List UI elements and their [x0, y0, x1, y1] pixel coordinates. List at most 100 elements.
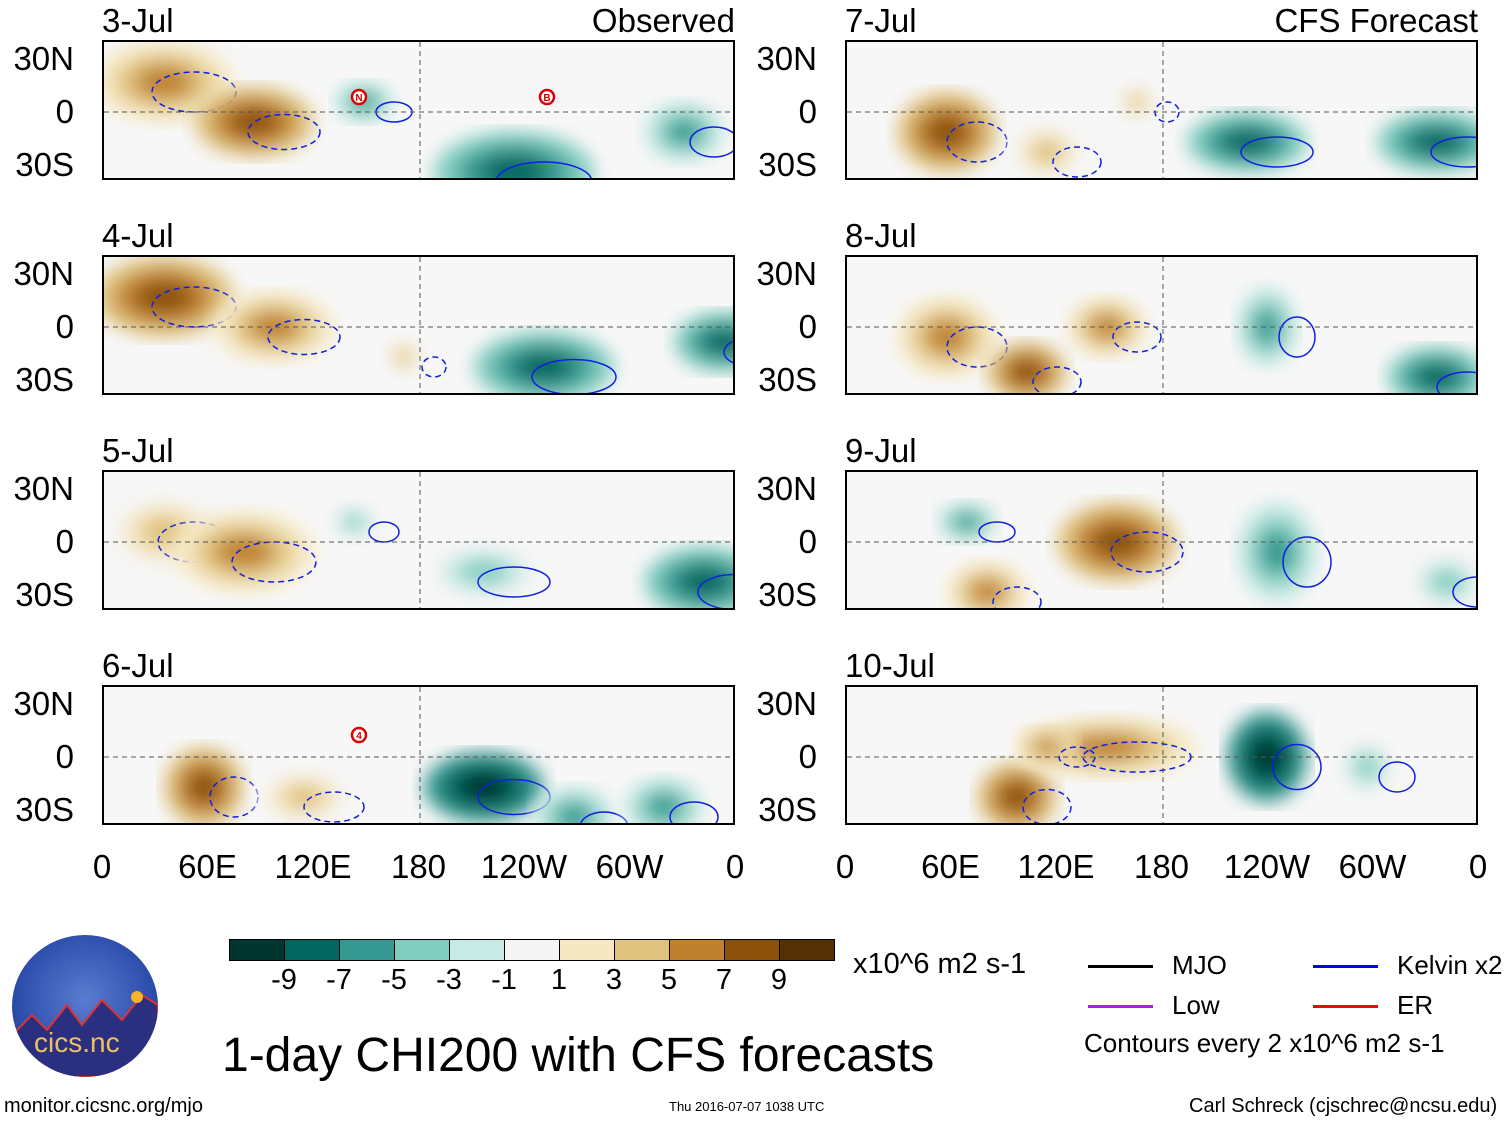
x-tick-label: 120W [480, 848, 568, 885]
x-tick-label: 60W [595, 848, 664, 885]
kelvin-contour [1052, 146, 1102, 178]
y-tick-label: 0 [798, 523, 817, 560]
anomaly-blob [674, 312, 733, 372]
colorbar-swatch [559, 939, 615, 961]
panel-date: 6-Jul [102, 647, 174, 684]
kelvin-contour [1240, 136, 1314, 168]
kelvin-contour [978, 521, 1016, 543]
anomaly-blob [1067, 297, 1147, 357]
anomaly-blob [644, 547, 733, 608]
anomaly-blob [1407, 552, 1476, 608]
kelvin-contour [697, 573, 733, 608]
column-heading-1: CFS Forecast [1274, 2, 1478, 39]
anomaly-blob [534, 787, 614, 823]
kelvin-contour [689, 126, 733, 158]
panel-date: 3-Jul [102, 2, 174, 39]
anomaly-blob [1007, 122, 1087, 178]
legend-swatch [1088, 965, 1153, 968]
legend-label: Low [1172, 990, 1220, 1020]
y-tick-label: 0 [55, 308, 74, 345]
colorbar-tick: 5 [660, 964, 678, 996]
y-tick-label: 30S [758, 146, 817, 183]
y-tick-label: 30S [15, 791, 74, 828]
colorbar-swatch [724, 939, 780, 961]
cicsnc-logo: cics.nc [12, 935, 158, 1077]
x-tick-label: 60W [1338, 848, 1407, 885]
panel-date: 9-Jul [845, 432, 917, 469]
kelvin-contour [247, 113, 321, 151]
kelvin-contour [992, 586, 1042, 608]
colorbar-swatch [339, 939, 395, 961]
anomaly-blob [434, 132, 594, 178]
kelvin-contour [1112, 321, 1162, 353]
anomaly-blob [104, 257, 234, 337]
y-tick-label: 0 [798, 738, 817, 775]
colorbar-swatch [449, 939, 505, 961]
kelvin-contour [1436, 371, 1476, 393]
colorbar-tick: -5 [381, 964, 407, 996]
panel-date: 4-Jul [102, 217, 174, 254]
anomaly-blob [214, 292, 334, 362]
kelvin-contour [1282, 536, 1332, 588]
anomaly-blob [897, 297, 997, 377]
kelvin-contour [303, 791, 365, 823]
x-tick-label: 60E [178, 848, 237, 885]
anomaly-blob [624, 777, 704, 823]
panel-date: 5-Jul [102, 432, 174, 469]
colorbar-swatch [284, 939, 340, 961]
y-tick-label: 30N [13, 40, 74, 77]
colorbar-swatch [779, 939, 835, 961]
kelvin-contour [723, 340, 733, 364]
anomaly-blob [424, 542, 544, 602]
colorbar-swatch [394, 939, 450, 961]
x-tick-label: 0 [92, 848, 112, 885]
legend-swatch [1088, 1005, 1153, 1008]
anomaly-blob [897, 92, 997, 172]
map-panel-9-Jul [845, 470, 1478, 610]
y-tick-label: 30N [13, 685, 74, 722]
y-tick-label: 30N [13, 470, 74, 507]
x-tick-label: 180 [1133, 848, 1190, 885]
legend-swatch [1313, 1005, 1378, 1008]
logo-text: cics.nc [34, 1027, 120, 1058]
colorbar-swatch [229, 939, 285, 961]
anomaly-blob [164, 747, 244, 823]
anomaly-blob [1187, 112, 1307, 172]
panel-date: 7-Jul [845, 2, 917, 39]
map-panel-8-Jul [845, 255, 1478, 395]
y-tick-label: 0 [798, 308, 817, 345]
map-panel-4-Jul [102, 255, 735, 395]
legend-label: ER [1397, 990, 1434, 1020]
x-tick-label: 120E [1017, 848, 1095, 885]
colorbar-swatch [669, 939, 725, 961]
colorbar-tick: 3 [605, 964, 623, 996]
legend-swatch [1313, 965, 1378, 968]
colorbar-tick: -1 [491, 964, 517, 996]
legend-label: Kelvin x2 [1397, 950, 1503, 980]
y-tick-label: 0 [798, 93, 817, 130]
y-tick-label: 30N [756, 685, 817, 722]
footer-url[interactable]: monitor.cicsnc.org/mjo [4, 1095, 203, 1117]
y-tick-label: 0 [55, 93, 74, 130]
x-tick-label: 120E [274, 848, 352, 885]
y-tick-label: 30S [758, 791, 817, 828]
kelvin-contour [231, 541, 317, 583]
colorbar-tick: -9 [271, 964, 297, 996]
x-tick-label: 120W [1223, 848, 1311, 885]
anomaly-blob [474, 332, 614, 393]
y-tick-label: 0 [55, 738, 74, 775]
storm-marker [350, 726, 368, 744]
anomaly-blob [1337, 737, 1397, 797]
colorbar-units: x10^6 m2 s-1 [853, 948, 1027, 980]
anomaly-blob [1017, 727, 1077, 767]
x-tick-label: 0 [725, 848, 745, 885]
x-tick-label: 0 [835, 848, 855, 885]
colorbar-tick: 1 [550, 964, 568, 996]
kelvin-contour [1022, 788, 1072, 823]
legend-label: MJO [1172, 950, 1227, 980]
map-panel-6-Jul: 4 [102, 685, 735, 825]
anomaly-blob [937, 502, 997, 542]
kelvin-contour [669, 801, 719, 823]
kelvin-contour [946, 121, 1008, 163]
